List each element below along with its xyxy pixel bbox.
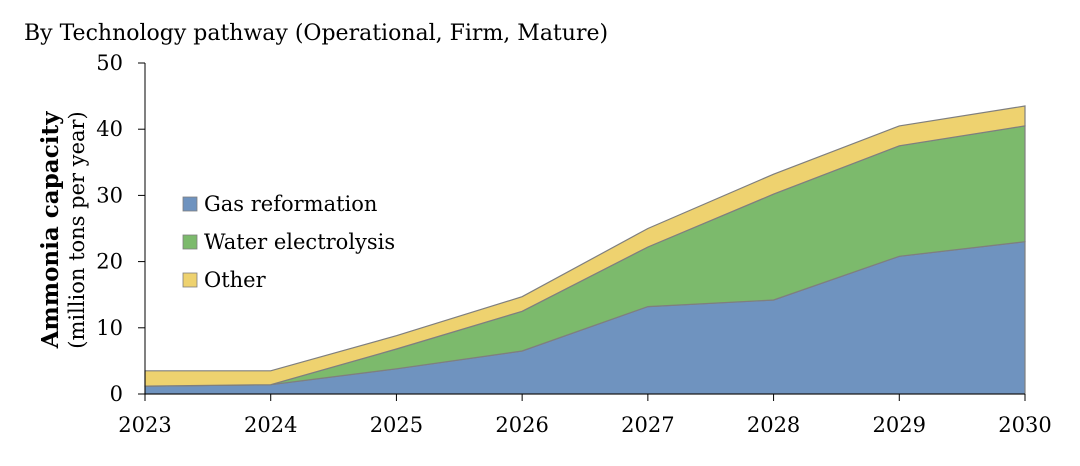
- legend-swatch-1: [182, 234, 198, 250]
- x-tick-label: 2030: [998, 413, 1051, 437]
- axes: [138, 62, 1026, 401]
- area-series-2: [144, 105, 1026, 387]
- chart-subtitle: By Technology pathway (Operational, Firm…: [24, 21, 608, 46]
- x-tick-label: 2025: [370, 413, 423, 437]
- y-axis-sublabel: (million tons per year): [65, 111, 89, 349]
- x-tick-label: 2026: [495, 413, 548, 437]
- x-tick-labels: 2023 2024 2025 2026 2027 2028 2029 2030: [118, 413, 1051, 437]
- x-tick-label: 2028: [747, 413, 800, 437]
- x-tick-label: 2024: [244, 413, 297, 437]
- legend-label-0: Gas reformation: [204, 192, 377, 216]
- legend-label-2: Other: [204, 268, 267, 292]
- legend-swatch-0: [182, 196, 198, 212]
- x-tick-label: 2029: [873, 413, 926, 437]
- y-tick-label: 50: [96, 51, 123, 75]
- y-axis-label: Ammonia capacity: [37, 111, 64, 349]
- legend-label-1: Water electrolysis: [204, 230, 395, 254]
- y-tick-label: 0: [110, 382, 123, 406]
- legend-swatch-2: [182, 272, 198, 288]
- y-tick-label: 10: [96, 316, 123, 340]
- x-tick-label: 2023: [118, 413, 171, 437]
- y-tick-label: 40: [96, 117, 123, 141]
- x-tick-label: 2027: [621, 413, 674, 437]
- y-tick-label: 30: [96, 183, 123, 207]
- y-axis-label-group: Ammonia capacity (million tons per year): [37, 111, 89, 349]
- legend: Gas reformation Water electrolysis Other: [182, 192, 395, 292]
- y-tick-label: 20: [96, 250, 123, 274]
- y-tick-labels: 0 10 20 30 40 50: [96, 51, 123, 406]
